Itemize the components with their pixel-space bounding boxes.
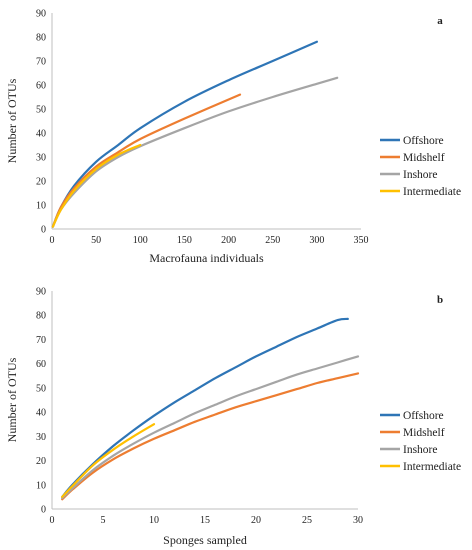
chart-1-b-x-tick-label: 5 (101, 515, 106, 526)
chart-1-b-y-tick-label: 90 (36, 287, 46, 298)
chart-0-a-series-midshelf-line (51, 93, 242, 228)
chart-0-a-legend: Offshore Midshelf Inshore Intermediate (380, 135, 461, 198)
chart-0-a-y-tick-label: 70 (36, 57, 46, 68)
chart-1-b-series-offshore-line (61, 317, 349, 498)
chart-0-a-x-tick-label: 250 (265, 235, 280, 246)
chart-1-b-series-inshore-line (61, 355, 360, 500)
chart-1-b-y-tick-label: 20 (36, 456, 46, 467)
chart-0-a-panel-label: a (437, 15, 443, 27)
chart-0-a-y-tick-label: 80 (36, 33, 46, 44)
chart-0-a-x-axis-label: Macrofauna individuals (149, 251, 264, 265)
chart-0-a-y-tick-label: 10 (36, 201, 46, 212)
chart-1-b-x-tick-label: 15 (200, 515, 210, 526)
chart-0-a: 0 10 20 30 40 50 60 70 80 90 0 50 100 150 200 250 300 350… (5, 9, 461, 266)
chart-1-b-legend-label-intermediate: Intermediate (403, 461, 461, 473)
chart-0-a-series-offshore-line (51, 40, 318, 228)
chart-1-b-legend-label-inshore: Inshore (403, 444, 438, 456)
chart-1-b-y-tick-label: 40 (36, 408, 46, 419)
chart-0-a-legend-label-intermediate: Intermediate (403, 186, 461, 198)
chart-0-a-x-tick-label: 200 (221, 235, 236, 246)
chart-0-a-x-tick-label: 300 (309, 235, 324, 246)
chart-1-b: 0 10 20 30 40 50 60 70 80 90 0 5 10 15 20 25 30 Sponges s… (5, 287, 461, 548)
chart-1-b-y-axis-label: Number of OTUs (5, 357, 19, 442)
chart-0-a-legend-label-offshore: Offshore (403, 135, 444, 147)
chart-1-b-y-tick-label: 50 (36, 383, 46, 394)
chart-1-b-panel-label: b (437, 294, 443, 306)
chart-0-a-series-inshore-line (51, 76, 339, 228)
chart-0-a-y-axis-label: Number of OTUs (5, 78, 19, 163)
chart-1-b-x-tick-label: 30 (353, 515, 363, 526)
chart-0-a-x-tick-label: 0 (50, 235, 55, 246)
chart-1-b-x-tick-label: 10 (149, 515, 159, 526)
chart-1-b-legend-label-midshelf: Midshelf (403, 427, 445, 439)
chart-0-a-x-tick-label: 100 (133, 235, 148, 246)
chart-0-a-legend-label-inshore: Inshore (403, 169, 438, 181)
chart-1-b-y-tick-label: 60 (36, 359, 46, 370)
chart-1-b-series-intermediate-line (61, 423, 156, 498)
chart-1-b-y-tick-label: 0 (41, 505, 46, 516)
chart-1-b-y-tick-label: 10 (36, 480, 46, 491)
chart-1-b-legend: Offshore Midshelf Inshore Intermediate (380, 410, 461, 473)
chart-0-a-y-tick-label: 90 (36, 9, 46, 20)
chart-0-a-y-tick-label: 30 (36, 153, 46, 164)
chart-1-b-legend-label-offshore: Offshore (403, 410, 444, 422)
chart-0-a-x-tick-label: 50 (91, 235, 101, 246)
chart-0-a-x-tick-label: 350 (354, 235, 369, 246)
chart-0-a-x-tick-label: 150 (177, 235, 192, 246)
chart-1-b-y-tick-label: 70 (36, 335, 46, 346)
chart-0-a-y-tick-label: 0 (41, 225, 46, 236)
chart-0-a-series-intermediate-line (51, 143, 142, 228)
chart-0-a-y-tick-label: 40 (36, 129, 46, 140)
chart-0-a-y-tick-label: 60 (36, 81, 46, 92)
chart-1-b-x-tick-label: 0 (50, 515, 55, 526)
chart-1-b-y-tick-label: 30 (36, 432, 46, 443)
chart-1-b-x-axis-label: Sponges sampled (163, 533, 247, 547)
chart-1-b-x-tick-label: 25 (302, 515, 312, 526)
chart-0-a-y-tick-label: 50 (36, 105, 46, 116)
chart-0-a-legend-label-midshelf: Midshelf (403, 152, 445, 164)
chart-1-b-series-midshelf-line (61, 372, 360, 501)
chart-1-b-y-tick-label: 80 (36, 311, 46, 322)
chart-0-a-y-tick-label: 20 (36, 177, 46, 188)
chart-1-b-x-tick-label: 20 (251, 515, 261, 526)
